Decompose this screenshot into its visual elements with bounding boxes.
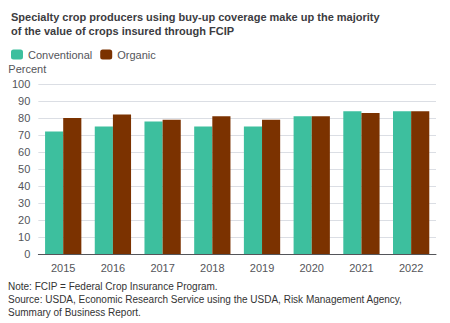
svg-text:0: 0	[24, 248, 30, 260]
svg-text:Note: FCIP = Federal Crop Insu: Note: FCIP = Federal Crop Insurance Prog…	[8, 281, 218, 292]
svg-text:10: 10	[18, 231, 30, 243]
svg-text:90: 90	[18, 95, 30, 107]
svg-text:2016: 2016	[101, 262, 125, 274]
svg-text:2019: 2019	[250, 262, 274, 274]
svg-text:Percent: Percent	[8, 63, 46, 75]
svg-text:Summary of Business Report.: Summary of Business Report.	[8, 307, 141, 318]
svg-text:100: 100	[12, 78, 30, 90]
svg-text:2017: 2017	[150, 262, 174, 274]
svg-text:20: 20	[18, 214, 30, 226]
svg-text:2021: 2021	[349, 262, 373, 274]
svg-text:40: 40	[18, 180, 30, 192]
svg-text:Specialty crop producers using: Specialty crop producers using buy-up co…	[11, 11, 380, 23]
svg-text:2015: 2015	[51, 262, 75, 274]
svg-text:Organic: Organic	[117, 49, 156, 61]
svg-text:80: 80	[18, 112, 30, 124]
svg-text:50: 50	[18, 163, 30, 175]
svg-text:2022: 2022	[399, 262, 423, 274]
svg-text:60: 60	[18, 146, 30, 158]
svg-text:Conventional: Conventional	[28, 49, 92, 61]
svg-text:of the value of crops insured: of the value of crops insured through FC…	[11, 25, 234, 37]
svg-text:Source: USDA, Economic Researc: Source: USDA, Economic Research Service …	[8, 294, 402, 305]
svg-text:70: 70	[18, 129, 30, 141]
svg-text:2020: 2020	[299, 262, 323, 274]
svg-text:2018: 2018	[200, 262, 224, 274]
svg-text:30: 30	[18, 197, 30, 209]
